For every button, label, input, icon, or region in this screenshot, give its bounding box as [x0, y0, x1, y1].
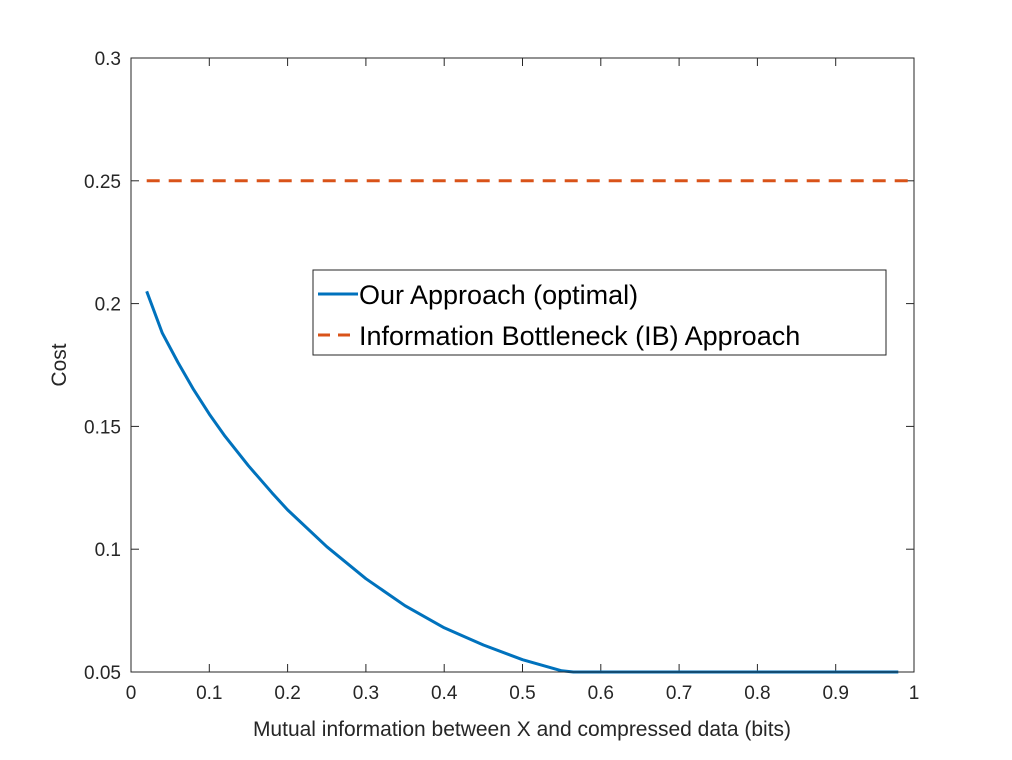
x-tick-label: 0.4 — [431, 683, 458, 704]
ticks-layer: 0 0.1 0.2 0.3 0.4 0.5 0.6 0.7 0.8 0.9 1 0.05 0.1 0.15… — [84, 49, 919, 704]
y-tick-label: 0.3 — [95, 49, 121, 70]
y-tick-label: 0.25 — [84, 172, 121, 193]
plot-frame — [130, 57, 915, 673]
y-tick-label: 0.1 — [95, 540, 121, 561]
legend-entry-information-bottleneck: Information Bottleneck (IB) Approach — [359, 321, 800, 351]
legend-box — [312, 269, 887, 356]
x-tick-label: 0.2 — [274, 683, 300, 704]
x-tick-label: 1 — [909, 683, 920, 704]
x-tick-label: 0.3 — [353, 683, 379, 704]
legend: Our Approach (optimal) Information Bottl… — [312, 269, 887, 356]
x-tick-label: 0.7 — [666, 683, 692, 704]
y-tick-label: 0.05 — [84, 663, 121, 684]
y-axis-label: Cost — [48, 343, 71, 386]
x-axis-label: Mutual information between X and compres… — [253, 718, 791, 741]
labels-layer: Mutual information between X and compres… — [48, 343, 791, 741]
x-tick-label: 0 — [126, 683, 137, 704]
x-tick-label: 0.1 — [196, 683, 222, 704]
series-layer — [145, 179, 914, 674]
x-tick-label: 0.6 — [588, 683, 614, 704]
y-tick-label: 0.15 — [84, 417, 121, 438]
x-tick-label: 0.8 — [744, 683, 770, 704]
y-tick-label: 0.2 — [95, 295, 121, 316]
x-tick-label: 0.5 — [509, 683, 535, 704]
legend-entry-our-approach: Our Approach (optimal) — [359, 280, 638, 310]
x-tick-label: 0.9 — [822, 683, 848, 704]
